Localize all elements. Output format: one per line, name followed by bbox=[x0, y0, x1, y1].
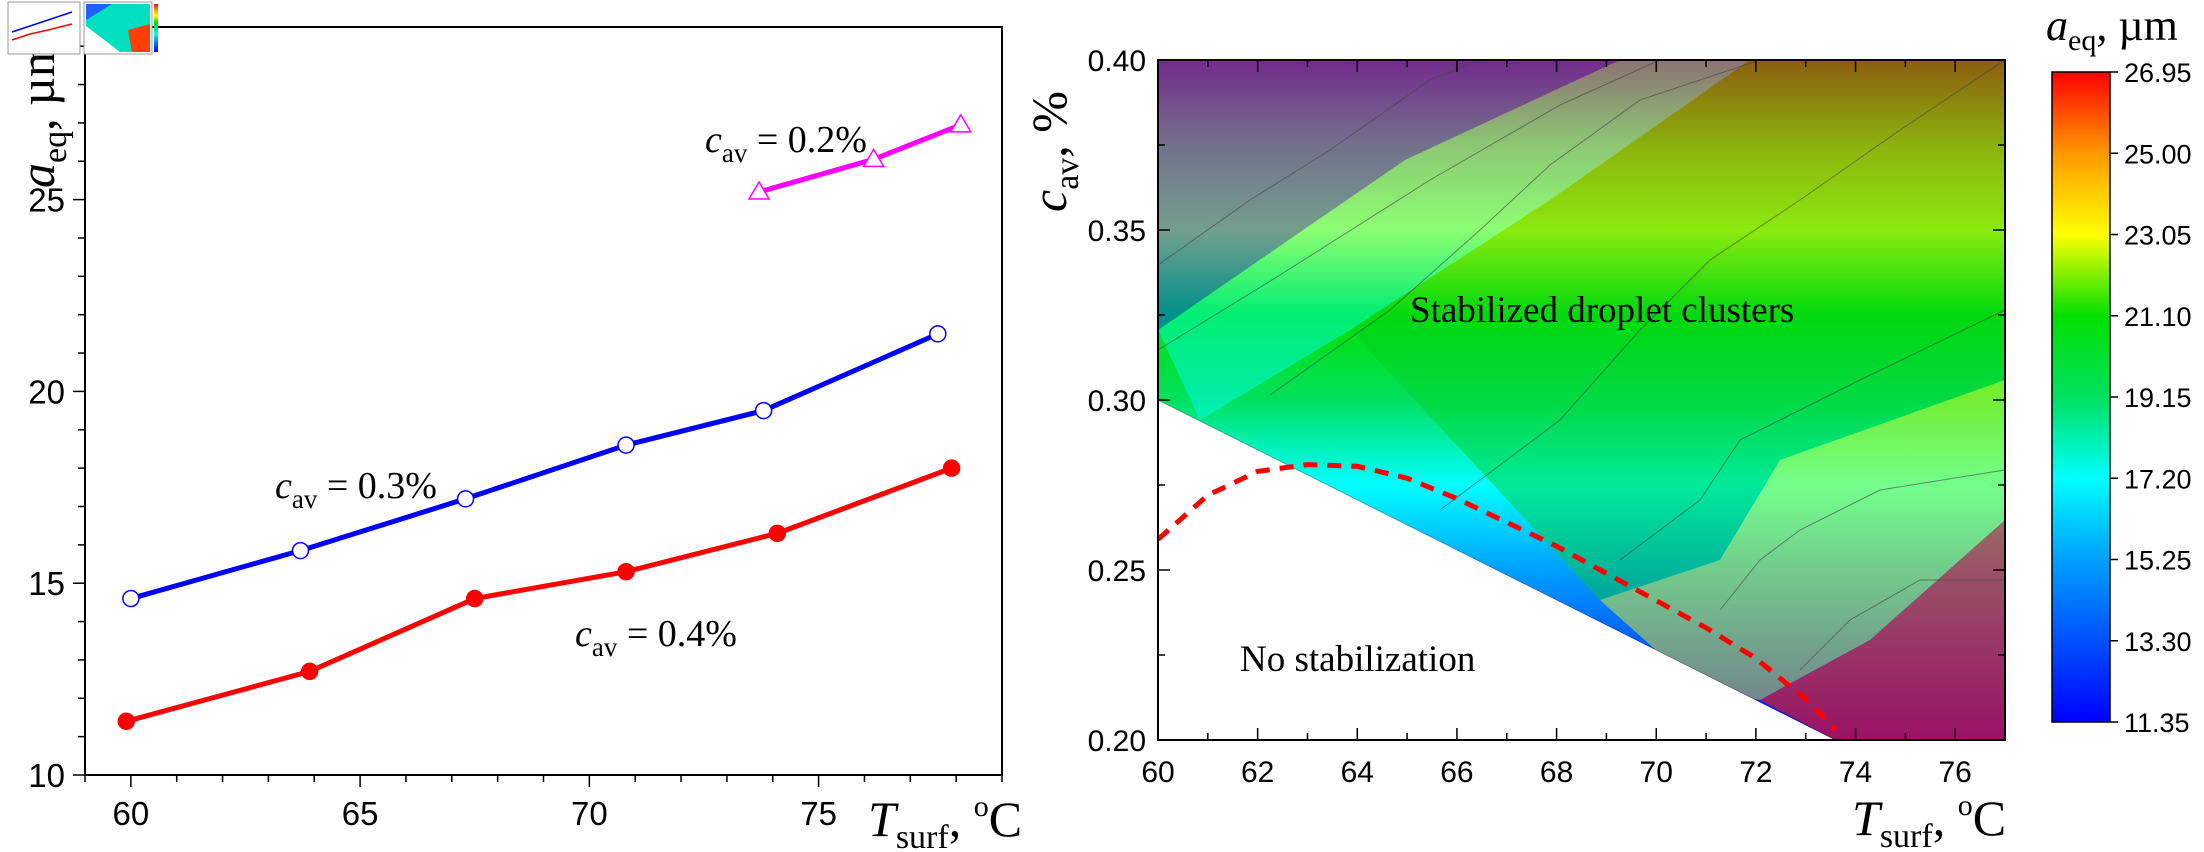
colorbar-tick-label: 21.10 bbox=[2124, 302, 2192, 332]
right-x-tick-label: 74 bbox=[1839, 756, 1872, 789]
heatmap-area bbox=[1158, 60, 2005, 740]
heatmap-green-zone bbox=[1350, 60, 2005, 600]
series-point bbox=[117, 712, 136, 731]
left-y-tick-label: 25 bbox=[28, 182, 65, 219]
colorbar-tick-label: 26.95 bbox=[2124, 58, 2192, 88]
left-y-tick-label: 20 bbox=[28, 373, 65, 410]
series-point bbox=[768, 524, 787, 543]
colorbar-tick-label: 11.35 bbox=[2124, 708, 2190, 738]
right-y-tick-label: 0.35 bbox=[1088, 215, 1146, 248]
series-point bbox=[862, 147, 885, 168]
left-grid-ticks: 60 65 70 75 10 15 20 25 bbox=[28, 45, 1003, 832]
no-stabilization-region bbox=[1158, 400, 1835, 740]
left-series-labels: cav = 0.4% cav = 0.3% cav = 0.2% bbox=[275, 119, 867, 662]
series-label: cav = 0.2% bbox=[705, 119, 867, 168]
colorbar: aeq, µm 26.95 25.00 23.05 21.10 19.15 17.20 15… bbox=[2046, 1, 2192, 738]
series-line bbox=[125, 465, 953, 724]
colorbar-title: aeq, µm bbox=[2046, 1, 2178, 57]
heatmap-fill bbox=[1158, 60, 2005, 740]
right-y-tick-label: 0.40 bbox=[1088, 45, 1146, 78]
heatmap-red-zone bbox=[1760, 520, 2005, 740]
series-point bbox=[747, 180, 771, 200]
colorbar-tick-label: 23.05 bbox=[2124, 221, 2192, 251]
right-x-tick-label: 62 bbox=[1241, 756, 1274, 789]
series-point bbox=[465, 589, 484, 608]
series-point bbox=[617, 562, 635, 581]
series-point bbox=[754, 401, 773, 420]
series-label: cav = 0.3% bbox=[275, 465, 437, 514]
left-y-tick-label: 10 bbox=[28, 757, 65, 794]
left-x-tick-label: 60 bbox=[112, 795, 149, 832]
colorbar-tick-label: 15.25 bbox=[2124, 546, 2192, 576]
colorbar-tick-label: 17.20 bbox=[2124, 464, 2192, 494]
right-y-tick-label: 0.25 bbox=[1088, 555, 1146, 588]
colorbar-bar bbox=[2051, 71, 2111, 723]
right-x-tick-label: 68 bbox=[1540, 756, 1573, 789]
right-chart: 60 62 64 66 68 70 72 74 76 0.20 0.25 0.30 0.35 0.40 S… bbox=[1021, 45, 2006, 852]
right-x-tick-label: 76 bbox=[1938, 756, 1971, 789]
heatmap-cyan-zone bbox=[1158, 60, 1750, 420]
series-point bbox=[456, 490, 475, 508]
right-y-tick-label: 0.20 bbox=[1088, 725, 1146, 758]
contour-lines bbox=[1158, 60, 2005, 671]
right-y-tick-label: 0.30 bbox=[1088, 385, 1146, 418]
annotation-stabilized: Stabilized droplet clusters bbox=[1410, 290, 1794, 331]
right-x-tick-label: 60 bbox=[1141, 756, 1174, 789]
left-series-group bbox=[117, 113, 973, 731]
series-line bbox=[130, 331, 939, 601]
series-point bbox=[949, 113, 973, 133]
right-x-tick-label: 72 bbox=[1739, 756, 1772, 789]
series-point bbox=[300, 662, 319, 681]
stabilization-boundary-line bbox=[1157, 399, 1836, 741]
left-x-tick-label: 75 bbox=[800, 795, 837, 832]
heatmap-blue-zone bbox=[1158, 60, 1620, 330]
right-x-tick-label: 64 bbox=[1341, 756, 1374, 789]
right-x-axis-label: Tsurf, oC bbox=[1852, 789, 2006, 852]
series-point bbox=[617, 436, 635, 454]
right-x-tick-label: 70 bbox=[1640, 756, 1673, 789]
thumbnail-preview bbox=[7, 1, 158, 55]
left-plot-frame bbox=[84, 26, 1003, 776]
series-point bbox=[929, 325, 947, 343]
colorbar-ticks: 26.95 25.00 23.05 21.10 19.15 17.20 15.25 13.30… bbox=[2110, 58, 2192, 738]
right-plot-frame bbox=[1157, 59, 2006, 741]
colorbar-tick-label: 19.15 bbox=[2124, 383, 2192, 413]
series-point bbox=[122, 589, 140, 608]
right-grid-ticks: 60 62 64 66 68 70 72 74 76 0.20 0.25 0.30 0.35 0.40 bbox=[1088, 45, 2006, 789]
left-x-axis-label: Tsurf, oC bbox=[868, 790, 1022, 852]
heatmap-yellow-zone bbox=[1600, 380, 2005, 700]
colorbar-tick-label: 13.30 bbox=[2124, 627, 2192, 657]
colorbar-tick-label: 25.00 bbox=[2124, 139, 2192, 169]
annotation-no-stabilization: No stabilization bbox=[1240, 639, 1475, 680]
right-y-axis-label: cav, % bbox=[1021, 91, 1086, 212]
series-point bbox=[291, 541, 310, 560]
right-x-tick-label: 66 bbox=[1440, 756, 1473, 789]
left-y-axis-label: aeq, µm bbox=[9, 38, 74, 188]
series-label: cav = 0.4% bbox=[575, 613, 737, 662]
series-point bbox=[942, 459, 961, 477]
left-x-tick-label: 65 bbox=[342, 795, 379, 832]
left-x-tick-label: 70 bbox=[571, 795, 608, 832]
left-y-tick-label: 15 bbox=[28, 565, 65, 602]
